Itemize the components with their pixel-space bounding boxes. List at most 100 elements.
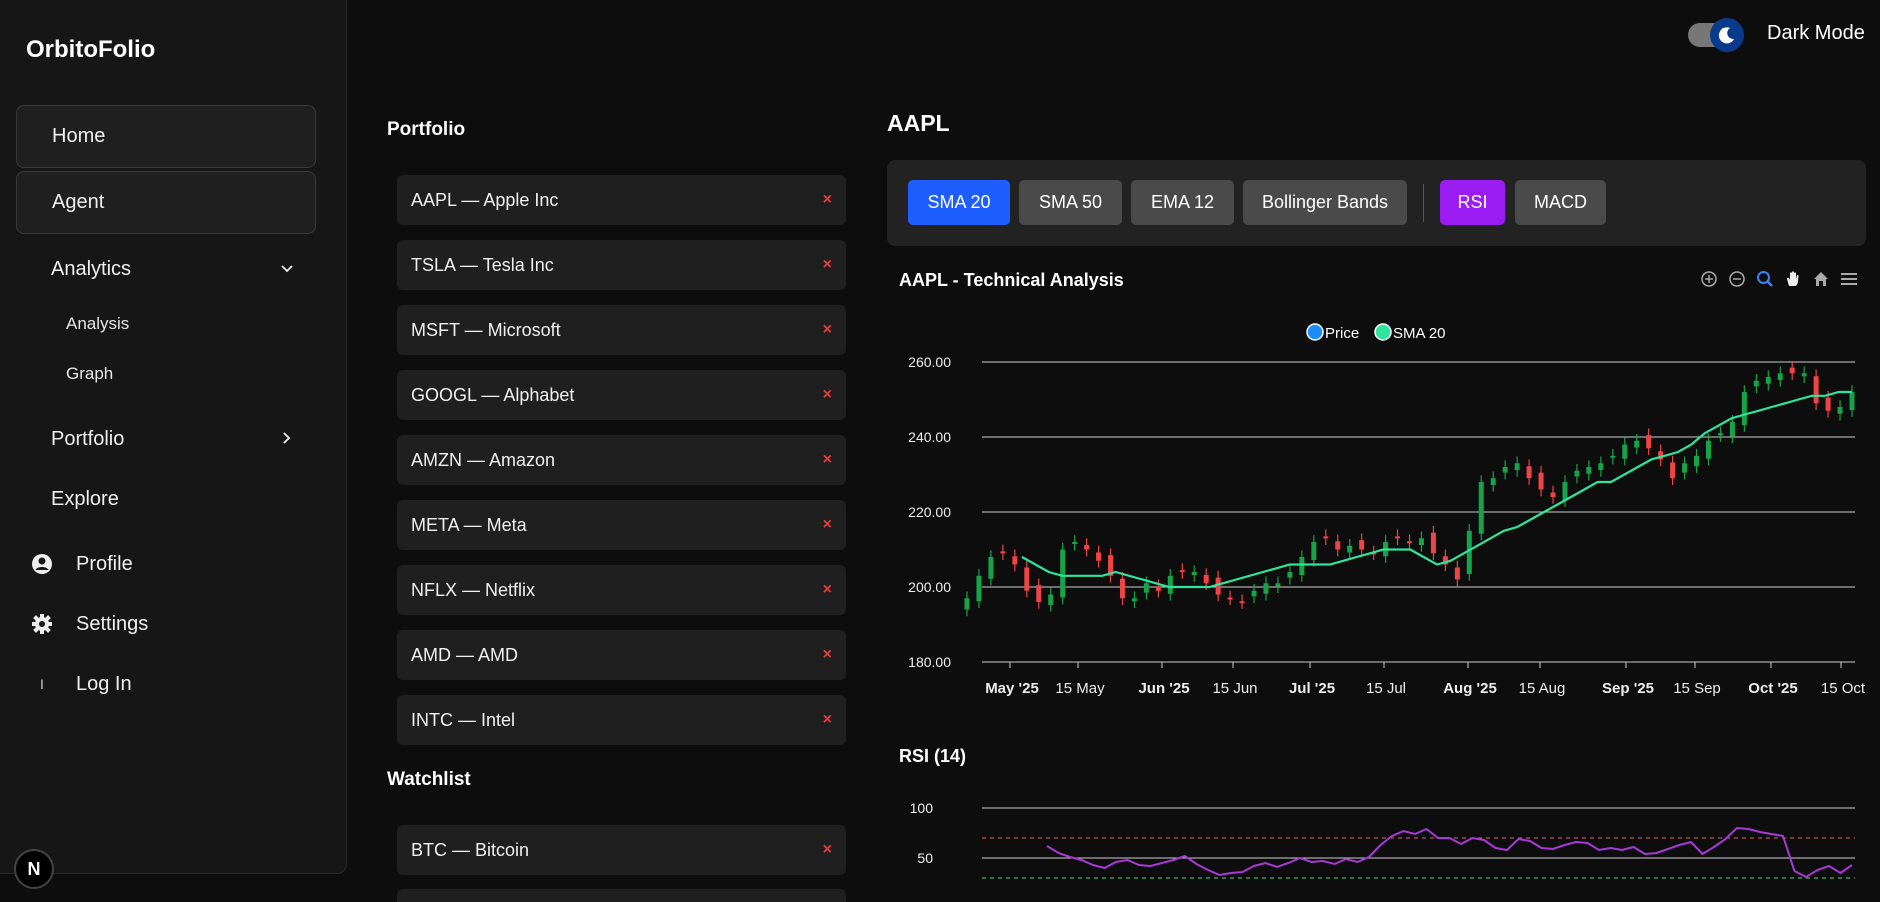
- x-tick-label: May '25: [985, 680, 1039, 697]
- candle-body: [1359, 540, 1365, 550]
- x-tick-label: Jul '25: [1289, 680, 1335, 697]
- price-chart[interactable]: Price SMA 20 260.00 240.00 220.00 200.00 180.…: [887, 310, 1867, 705]
- indicator-toolbar: SMA 20 SMA 50 EMA 12 Bollinger Bands RSI…: [887, 160, 1866, 246]
- nav-agent[interactable]: Agent: [16, 171, 316, 234]
- nav-profile[interactable]: Profile: [30, 552, 133, 576]
- candle-body: [1801, 373, 1807, 377]
- candle-body: [1658, 451, 1664, 460]
- indicator-bollinger-button[interactable]: Bollinger Bands: [1243, 180, 1407, 225]
- x-tick-label: Jun '25: [1138, 680, 1189, 697]
- candle-body: [1586, 467, 1592, 474]
- remove-icon[interactable]: ×: [822, 451, 832, 468]
- candle-body: [1466, 530, 1472, 574]
- candle-body: [1622, 444, 1628, 459]
- chart-toolbar: [1697, 267, 1861, 291]
- remove-icon[interactable]: ×: [822, 841, 832, 858]
- candle-body: [1108, 555, 1114, 576]
- magnifier-icon[interactable]: [1753, 267, 1777, 291]
- nav-login[interactable]: I Log In: [30, 672, 132, 696]
- candle-body: [1203, 575, 1209, 584]
- legend-marker: [1306, 323, 1324, 341]
- list-item[interactable]: GOOGL — Alphabet ×: [397, 370, 846, 420]
- list-item[interactable]: BTC — Bitcoin ×: [397, 825, 846, 875]
- list-item[interactable]: AMD — AMD ×: [397, 630, 846, 680]
- dark-mode-toggle[interactable]: [1688, 18, 1744, 52]
- candle-body: [1502, 467, 1508, 473]
- nav-settings[interactable]: Settings: [30, 612, 148, 636]
- nav-analysis[interactable]: Analysis: [66, 314, 130, 333]
- list-item[interactable]: MSFT — Microsoft ×: [397, 305, 846, 355]
- candle-body: [1682, 463, 1688, 473]
- stock-label: TSLA — Tesla Inc: [411, 254, 554, 275]
- remove-icon[interactable]: ×: [822, 386, 832, 403]
- list-item[interactable]: INTC — Intel ×: [397, 695, 846, 745]
- candle-body: [1239, 601, 1245, 604]
- chevron-down-icon[interactable]: [280, 262, 294, 276]
- candle-body: [1143, 583, 1149, 593]
- x-tick-label: 15 Oct: [1821, 680, 1866, 697]
- candle-body: [1454, 567, 1460, 580]
- rsi-tick-label: 50: [917, 850, 933, 866]
- chart-title: AAPL - Technical Analysis: [899, 270, 1124, 290]
- candle-body: [1119, 578, 1125, 599]
- nav-explore[interactable]: Explore: [51, 488, 119, 510]
- remove-icon[interactable]: ×: [822, 711, 832, 728]
- framework-badge-icon[interactable]: N: [14, 849, 54, 889]
- list-item[interactable]: META — Meta ×: [397, 500, 846, 550]
- candle-body: [1825, 397, 1831, 411]
- candle-body: [1323, 536, 1329, 539]
- candle-body: [1251, 590, 1257, 597]
- candle-body: [1227, 597, 1233, 600]
- candle-body: [1096, 552, 1102, 561]
- list-item[interactable]: AMZN — Amazon ×: [397, 435, 846, 485]
- remove-icon[interactable]: ×: [822, 646, 832, 663]
- indicator-ema12-button[interactable]: EMA 12: [1131, 180, 1234, 225]
- candle-body: [1407, 541, 1412, 544]
- remove-icon[interactable]: ×: [822, 516, 832, 533]
- zoom-in-icon[interactable]: [1697, 267, 1721, 291]
- candle-body: [1167, 575, 1173, 594]
- candle-body: [1311, 542, 1317, 560]
- indicator-sma50-button[interactable]: SMA 50: [1019, 180, 1122, 225]
- menu-icon[interactable]: [1837, 267, 1861, 291]
- remove-icon[interactable]: ×: [822, 321, 832, 338]
- chevron-right-icon[interactable]: [280, 431, 294, 445]
- indicator-macd-button[interactable]: MACD: [1515, 180, 1606, 225]
- user-icon: [30, 552, 54, 576]
- list-item[interactable]: TSLA — Tesla Inc ×: [397, 240, 846, 290]
- zoom-out-icon[interactable]: [1725, 267, 1749, 291]
- candle-body: [964, 598, 970, 610]
- candle-body: [988, 557, 994, 579]
- rsi-chart[interactable]: 100 50: [887, 790, 1867, 902]
- remove-icon[interactable]: ×: [822, 581, 832, 598]
- stock-label: AMD — AMD: [411, 644, 519, 665]
- moon-icon: [1710, 18, 1744, 52]
- indicator-rsi-button[interactable]: RSI: [1440, 180, 1505, 225]
- list-item[interactable]: AAPL — Apple Inc ×: [397, 175, 846, 225]
- candle-body: [1012, 556, 1018, 565]
- candle-body: [1215, 577, 1221, 595]
- stock-label: AMZN — Amazon: [411, 449, 556, 470]
- dark-mode-label: Dark Mode: [1767, 22, 1865, 44]
- stock-label: NFLX — Netflix: [411, 579, 536, 600]
- y-tick-label: 200.00: [908, 579, 951, 595]
- x-tick-label: 15 Aug: [1519, 680, 1566, 697]
- candle-body: [1000, 551, 1006, 554]
- remove-icon[interactable]: ×: [822, 191, 832, 208]
- remove-icon[interactable]: ×: [822, 256, 832, 273]
- nav-graph[interactable]: Graph: [66, 364, 114, 383]
- list-item[interactable]: [397, 889, 846, 902]
- candle-body: [1574, 470, 1580, 477]
- list-item[interactable]: NFLX — Netflix ×: [397, 565, 846, 615]
- indicator-sma20-button[interactable]: SMA 20: [908, 180, 1010, 225]
- x-tick-label: Aug '25: [1443, 680, 1497, 697]
- y-tick-label: 180.00: [908, 654, 951, 670]
- candle-body: [1275, 583, 1281, 587]
- nav-home[interactable]: Home: [16, 105, 316, 168]
- nav-portfolio[interactable]: Portfolio: [51, 428, 125, 450]
- pan-hand-icon[interactable]: [1781, 267, 1805, 291]
- home-reset-icon[interactable]: [1809, 267, 1833, 291]
- nav-analytics[interactable]: Analytics: [51, 258, 132, 280]
- legend-label: SMA 20: [1393, 325, 1446, 342]
